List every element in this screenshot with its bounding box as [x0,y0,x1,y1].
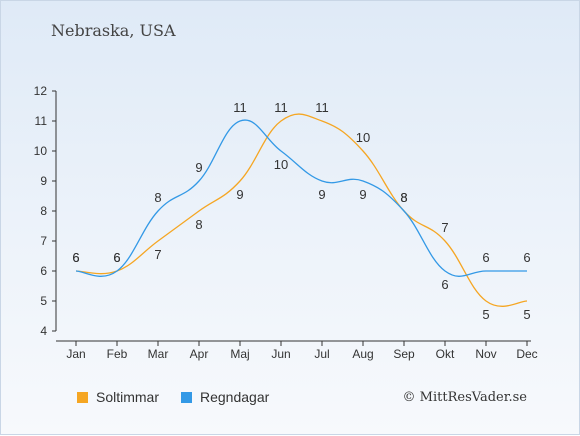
data-label-soltimmar-jan: 6 [72,250,79,265]
data-label-soltimmar-sep: 8 [400,190,407,205]
data-label-regndagar-jun: 10 [274,157,288,172]
data-label-regndagar-aug: 9 [359,187,366,202]
x-tick-label-jun: Jun [271,347,290,361]
x-tick-label-dec: Dec [516,347,537,361]
y-tick-label-4: 4 [40,324,47,338]
y-tick-label-6: 6 [40,264,47,278]
data-label-soltimmar-jun: 11 [274,100,288,115]
y-tick-label-10: 10 [34,144,48,158]
x-tick-label-mar: Mar [148,347,169,361]
data-label-soltimmar-apr: 8 [195,217,202,232]
x-tick-label-okt: Okt [436,347,455,361]
data-label-regndagar-okt: 6 [441,277,448,292]
legend-label-soltimmar: Soltimmar [96,389,160,405]
x-tick-label-apr: Apr [190,347,209,361]
data-label-regndagar-jul: 9 [318,187,325,202]
x-tick-label-sep: Sep [393,347,415,361]
legend-item-soltimmar: Soltimmar [77,389,159,405]
legend-swatch-soltimmar [77,391,88,403]
x-tick-label-aug: Aug [352,347,373,361]
data-label-soltimmar-mar: 7 [154,247,161,262]
data-label-soltimmar-okt: 7 [441,220,448,235]
x-tick-label-maj: Maj [230,347,249,361]
data-label-soltimmar-feb: 6 [113,250,120,265]
legend-swatch-regndagar [181,391,192,403]
series-lines [75,113,528,307]
chart-title: Nebraska, USA [51,21,176,40]
data-label-regndagar-nov: 6 [482,250,489,265]
y-tick-label-7: 7 [40,234,47,248]
y-tick-label-9: 9 [40,174,47,188]
legend-label-regndagar: Regndagar [200,389,270,405]
data-label-regndagar-dec: 6 [523,250,530,265]
data-label-soltimmar-dec: 5 [523,307,530,322]
y-tick-label-12: 12 [34,84,48,98]
data-label-soltimmar-nov: 5 [482,307,489,322]
x-tick-label-jul: Jul [314,347,329,361]
x-tick-label-jan: Jan [66,347,85,361]
y-tick-label-11: 11 [35,114,48,128]
data-label-soltimmar-aug: 10 [356,130,370,145]
legend-item-regndagar: Regndagar [181,389,269,405]
data-label-regndagar-jan: 6 [72,250,79,265]
axes: 4 5 6 7 8 9 10 11 12 Jan Feb Mar Apr Maj Jun Jul Aug Sep O… [34,84,538,361]
data-label-regndagar-apr: 9 [195,160,202,175]
data-label-regndagar-maj: 11 [233,100,247,115]
series-line-soltimmar [75,113,528,307]
series-line-regndagar [75,119,527,277]
y-tick-label-8: 8 [40,204,47,218]
y-tick-label-5: 5 [40,294,47,308]
data-label-soltimmar-jul: 11 [315,100,329,115]
data-label-regndagar-sep: 8 [400,190,407,205]
data-label-regndagar-mar: 8 [154,190,161,205]
x-tick-label-nov: Nov [475,347,496,361]
copyright-link[interactable]: © MittResVader.se [402,390,527,405]
data-label-soltimmar-maj: 9 [236,187,243,202]
x-tick-label-feb: Feb [107,347,128,361]
data-label-regndagar-feb: 6 [113,250,120,265]
